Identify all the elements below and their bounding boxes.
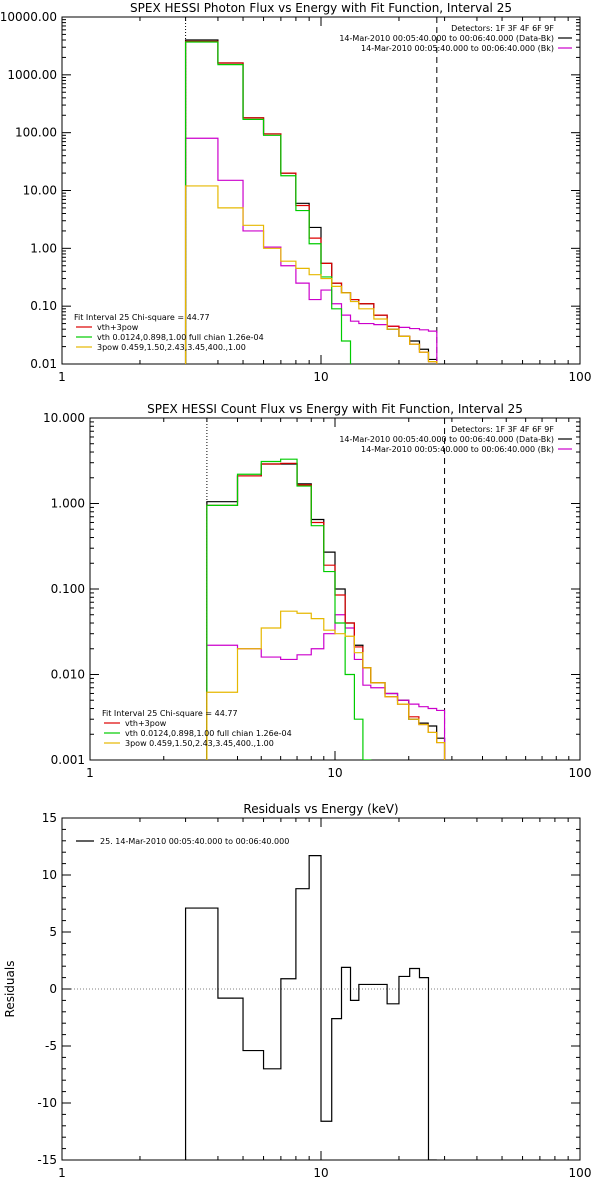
y-tick-label: 10.000: [43, 411, 85, 425]
fit-header: Fit Interval 25 Chi-square = 44.77: [102, 709, 238, 718]
y-tick-label: 10000.00: [0, 10, 57, 24]
x-tick-label: 1: [86, 766, 94, 780]
count-chart: SPEX HESSI Count Flux vs Energy with Fit…: [43, 402, 591, 780]
legend-entry: vth 0.0124,0.898,1.00 full chian 1.26e-0…: [97, 333, 264, 342]
y-tick-label: 1000.00: [7, 68, 57, 82]
x-tick-label: 1: [58, 1166, 66, 1180]
series-line: [184, 41, 438, 364]
y-tick-label: 0.10: [30, 299, 57, 313]
legend-entry: 25. 14-Mar-2010 00:05:40.000 to 00:06:40…: [100, 837, 289, 846]
y-tick-label: 10: [42, 868, 57, 882]
x-axis: 1 10 100: [58, 17, 591, 384]
y-tick-label: 0: [49, 982, 57, 996]
plot-frame: [61, 16, 581, 365]
y-tick-label: 100.00: [15, 126, 57, 140]
y-axis: 0.01 0.10 1.00 10.00 100.00 1000.00 10000.00: [0, 10, 580, 371]
series-group: [184, 855, 437, 1160]
series-group: [206, 458, 446, 760]
legend-entry: Detectors: 1F 3F 4F 6F 9F: [451, 425, 554, 434]
legend-fit: Fit Interval 25 Chi-square = 44.77vth+3p…: [74, 313, 264, 352]
x-tick-label: 10: [327, 766, 342, 780]
series-line: [184, 40, 438, 364]
legend-entry: 14-Mar-2010 00:05:40.000 to 00:06:40.000…: [339, 34, 554, 43]
legend-entry: Detectors: 1F 3F 4F 6F 9F: [451, 24, 554, 33]
y-tick-label: -15: [37, 1153, 57, 1167]
y-tick-label: 1.000: [51, 497, 85, 511]
fit-header: Fit Interval 25 Chi-square = 44.77: [74, 313, 210, 322]
legend-entry: vth+3pow: [97, 323, 139, 332]
y-tick-label: 0.001: [51, 753, 85, 767]
y-axis: -15 -10 -5 0 5 10 15: [37, 811, 580, 1167]
y-tick-label: -5: [45, 1039, 57, 1053]
x-tick-label: 100: [569, 370, 592, 384]
chart-title: SPEX HESSI Photon Flux vs Energy with Fi…: [130, 1, 512, 15]
series-line: [184, 855, 437, 1160]
y-axis-label: Residuals: [3, 961, 17, 1018]
legend-entry: vth+3pow: [125, 719, 167, 728]
legend-entry: 14-Mar-2010 00:05:40.000 to 00:06:40.000…: [339, 435, 554, 444]
y-tick-label: 5: [49, 925, 57, 939]
x-tick-label: 100: [569, 766, 592, 780]
legend-top: 25. 14-Mar-2010 00:05:40.000 to 00:06:40…: [76, 837, 289, 846]
y-tick-label: 10.00: [23, 184, 57, 198]
x-tick-label: 10: [313, 370, 328, 384]
x-axis: 1 10 100: [58, 818, 591, 1180]
y-tick-label: 0.01: [30, 357, 57, 371]
legend-entry: vth 0.0124,0.898,1.00 full chian 1.26e-0…: [125, 729, 292, 738]
series-line: [184, 39, 438, 364]
x-tick-label: 1: [58, 370, 66, 384]
legend-fit: Fit Interval 25 Chi-square = 44.77vth+3p…: [102, 709, 292, 748]
chart-title: Residuals vs Energy (keV): [243, 802, 398, 816]
x-tick-label: 100: [569, 1166, 592, 1180]
y-tick-label: 15: [42, 811, 57, 825]
y-tick-label: 1.00: [30, 241, 57, 255]
legend-entry: 3pow 0.459,1.50,2.43,3.45,400.,1.00: [97, 343, 246, 352]
legend-entry: 14-Mar-2010 00:05:40.000 to 00:06:40.000…: [361, 44, 554, 53]
y-axis: 0.001 0.010 0.100 1.000 10.000: [43, 411, 580, 767]
series-line: [206, 610, 446, 760]
y-tick-label: -10: [37, 1096, 57, 1110]
series-line: [184, 185, 438, 364]
legend-entry: 14-Mar-2010 00:05:40.000 to 00:06:40.000…: [361, 445, 554, 454]
y-tick-label: 0.100: [51, 582, 85, 596]
photon-chart: SPEX HESSI Photon Flux vs Energy with Fi…: [0, 1, 591, 384]
x-axis: 1 10 100: [86, 418, 591, 780]
legend-entry: 3pow 0.459,1.50,2.43,3.45,400.,1.00: [125, 739, 274, 748]
y-tick-label: 0.010: [51, 668, 85, 682]
x-tick-label: 10: [313, 1166, 328, 1180]
series-group: [184, 39, 438, 364]
series-line: [206, 458, 446, 760]
chart-title: SPEX HESSI Count Flux vs Energy with Fit…: [147, 402, 523, 416]
